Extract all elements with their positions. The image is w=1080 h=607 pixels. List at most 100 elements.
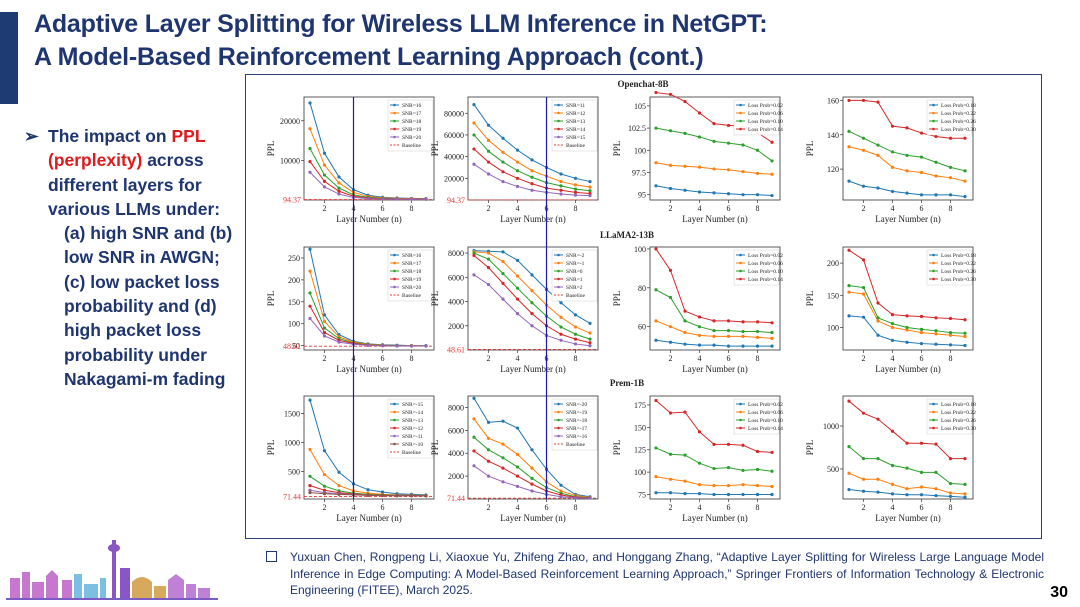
data-point xyxy=(770,193,774,198)
data-point xyxy=(934,493,938,498)
legend-marker xyxy=(739,253,742,257)
data-point xyxy=(366,197,370,201)
data-point xyxy=(530,188,534,192)
data-point xyxy=(697,343,702,347)
data-point xyxy=(573,190,578,195)
data-point xyxy=(501,297,505,301)
legend-marker xyxy=(739,127,742,131)
y-tick-label: 20000 xyxy=(280,117,300,126)
data-point xyxy=(712,319,716,323)
y-tick-label: 8000 xyxy=(448,403,464,412)
y-axis-label: PPL xyxy=(805,291,815,307)
data-point xyxy=(322,334,327,338)
data-point xyxy=(890,150,895,154)
data-point xyxy=(905,466,909,470)
section-title-openchat: Openchat-8B xyxy=(617,79,668,89)
x-tick-label: 8 xyxy=(410,503,414,512)
legend-label: SNR=19 xyxy=(402,277,422,283)
data-point xyxy=(697,165,702,169)
data-point xyxy=(654,90,658,95)
data-point xyxy=(559,315,563,319)
data-point xyxy=(919,331,924,335)
x-tick-label: 6 xyxy=(727,204,731,213)
y-tick-label: 102.5 xyxy=(628,124,646,133)
x-tick-label: 8 xyxy=(949,204,953,213)
data-point xyxy=(472,435,476,439)
data-point xyxy=(486,160,491,164)
data-point xyxy=(515,176,520,180)
x-axis-label: Layer Number (n) xyxy=(500,513,565,523)
data-point xyxy=(683,479,687,483)
data-point xyxy=(501,272,505,276)
accent-bar xyxy=(0,12,18,104)
data-point xyxy=(501,480,505,484)
data-point xyxy=(712,122,716,126)
data-point xyxy=(755,148,760,152)
data-point xyxy=(308,170,312,174)
data-point xyxy=(573,496,578,500)
data-point xyxy=(726,334,731,338)
data-point xyxy=(337,181,341,185)
x-tick-label: 2 xyxy=(323,204,327,213)
data-point xyxy=(501,466,505,470)
data-point xyxy=(741,143,745,147)
x-tick-label: 2 xyxy=(669,204,673,213)
legend-label: SNR=18 xyxy=(402,269,422,275)
data-point xyxy=(308,146,312,151)
data-point xyxy=(530,466,534,470)
data-point xyxy=(963,331,967,335)
data-point xyxy=(515,286,520,290)
data-point xyxy=(963,194,967,199)
data-point xyxy=(905,487,909,491)
data-point xyxy=(861,292,866,296)
x-tick-label: 4 xyxy=(516,354,520,363)
y-tick-label: 1000 xyxy=(823,422,839,431)
legend-marker xyxy=(739,426,742,430)
data-point xyxy=(861,148,866,152)
data-point xyxy=(876,417,880,421)
data-point xyxy=(322,472,327,477)
legend-box xyxy=(387,99,434,152)
data-point xyxy=(726,123,731,128)
y-tick-label: 200 xyxy=(827,259,839,268)
data-point xyxy=(515,148,520,152)
data-point xyxy=(559,338,563,342)
data-point xyxy=(712,334,716,338)
data-point xyxy=(395,344,399,348)
data-point xyxy=(486,257,491,261)
data-point xyxy=(948,333,953,337)
data-point xyxy=(337,186,341,190)
data-point xyxy=(948,165,953,169)
data-point xyxy=(948,316,953,321)
data-point xyxy=(847,445,851,449)
data-point xyxy=(755,344,760,348)
data-point xyxy=(472,133,476,137)
legend-label: SNR=-14 xyxy=(402,410,423,416)
data-point xyxy=(741,193,745,197)
chart-1-3: 100 150 200 2 4 6 8 Layer Number (n) PPL Loss Pro… xyxy=(805,246,976,374)
x-tick-label: 2 xyxy=(487,204,491,213)
data-point xyxy=(934,329,938,333)
data-point xyxy=(486,282,491,287)
data-point xyxy=(876,316,880,320)
x-axis-label: Layer Number (n) xyxy=(682,513,747,523)
data-point xyxy=(948,343,953,347)
data-point xyxy=(515,484,520,489)
x-tick-label: 6 xyxy=(381,204,385,213)
y-tick-label: 120 xyxy=(827,165,839,174)
data-point xyxy=(741,329,745,334)
legend-marker xyxy=(557,127,560,131)
data-point xyxy=(934,160,938,164)
legend-label: Baseline xyxy=(402,293,421,299)
x-tick-label: 2 xyxy=(862,204,866,213)
data-point xyxy=(668,295,673,300)
data-point xyxy=(530,169,534,173)
y-tick-label: 8000 xyxy=(448,249,464,258)
data-point xyxy=(501,150,505,154)
data-point xyxy=(919,493,924,497)
data-point xyxy=(683,492,687,496)
chart-grid: 10000 20000 2 4 6 8 Layer Number (n) PPL 94.37 SN… xyxy=(266,90,976,523)
data-point xyxy=(337,192,341,196)
x-tick-label: 4 xyxy=(698,354,702,363)
